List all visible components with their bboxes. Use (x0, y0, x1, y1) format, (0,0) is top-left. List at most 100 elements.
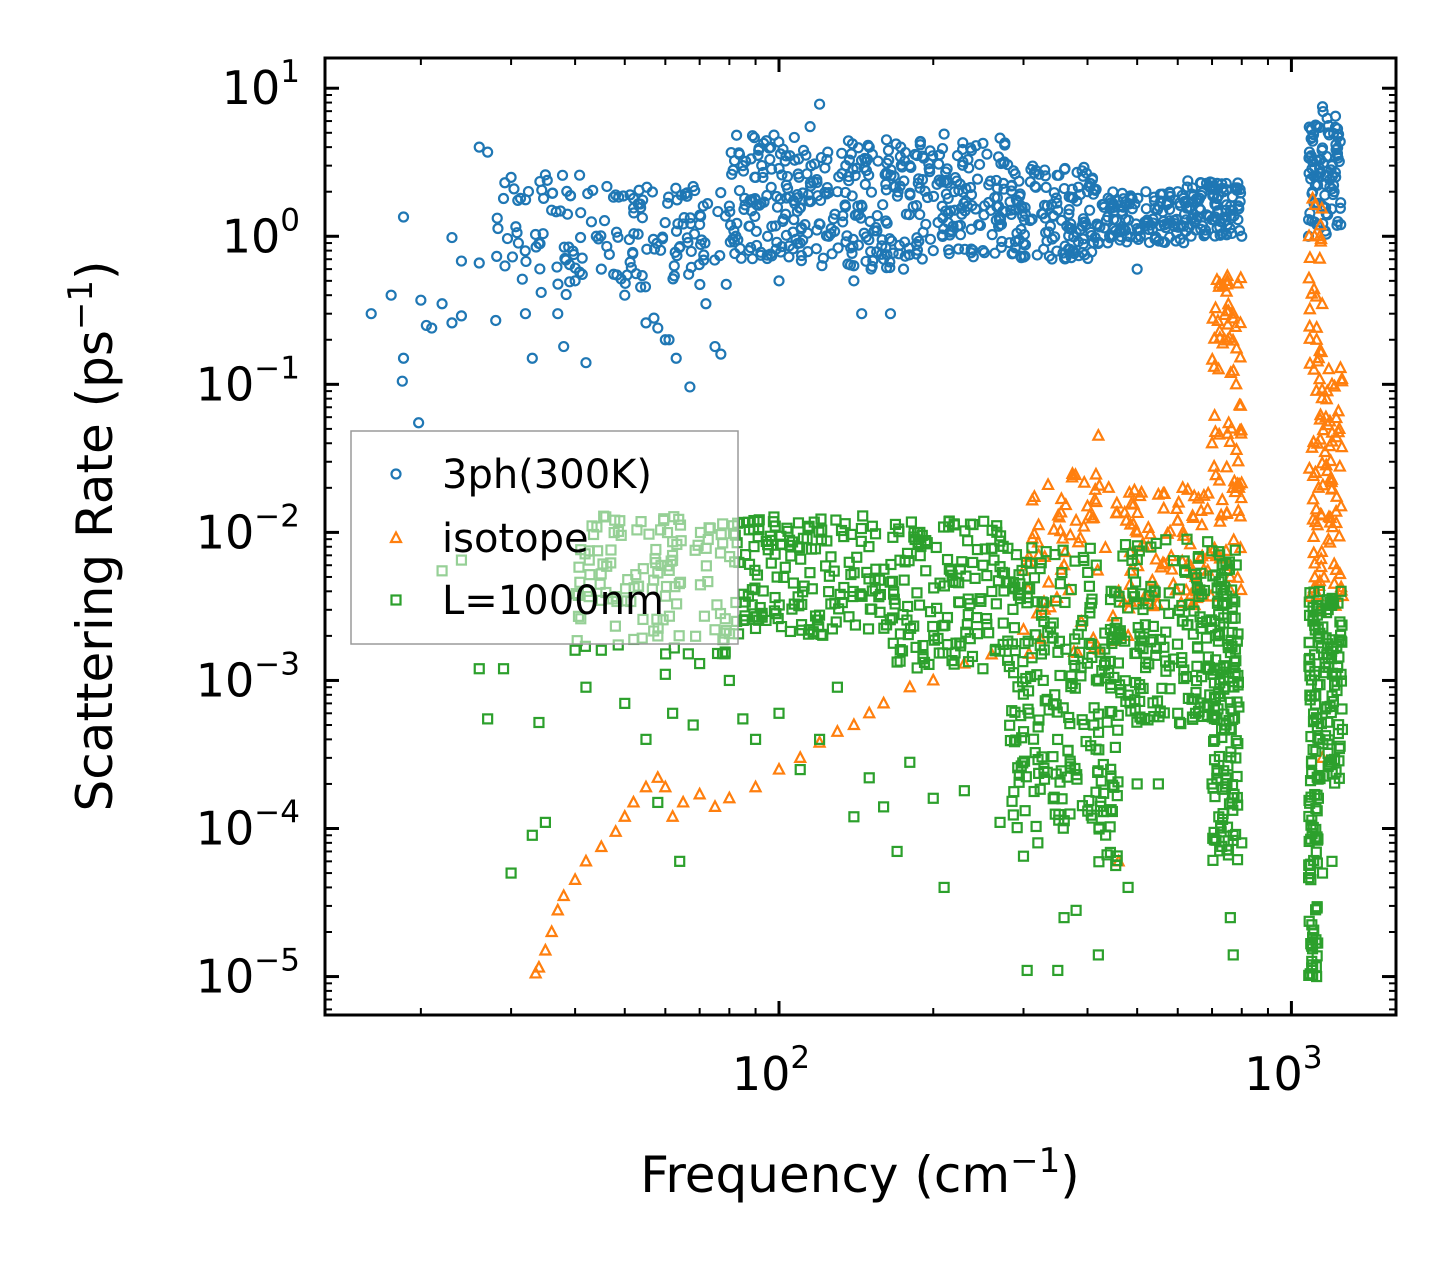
data-point (743, 245, 755, 257)
data-point (901, 547, 914, 559)
data-point (1003, 237, 1016, 249)
data-point (1127, 482, 1142, 496)
data-point (791, 188, 803, 201)
data-point (1157, 486, 1172, 500)
data-point (1022, 703, 1034, 715)
data-point (552, 278, 564, 290)
data-point (1052, 733, 1064, 746)
data-point (1054, 669, 1066, 682)
data-point (946, 655, 958, 667)
data-point (1163, 203, 1176, 216)
data-point (737, 713, 749, 725)
data-point (519, 308, 532, 320)
data-point (698, 249, 710, 261)
data-point (1021, 581, 1034, 593)
y-tick-label: 101 (222, 54, 300, 115)
data-point (737, 165, 750, 177)
data-point (1229, 612, 1241, 624)
data-point (880, 215, 892, 227)
data-point (1009, 706, 1021, 718)
data-point (1051, 245, 1063, 257)
data-point (813, 526, 825, 538)
data-point (1010, 549, 1023, 561)
data-point (539, 816, 551, 828)
data-point (694, 278, 706, 291)
data-point (894, 644, 906, 656)
data-point (1333, 634, 1345, 646)
data-point (1101, 479, 1116, 493)
data-point (1311, 901, 1323, 913)
data-point (781, 170, 794, 183)
data-point (900, 208, 913, 220)
data-point (852, 200, 864, 212)
data-point (1122, 214, 1135, 226)
data-point (1041, 477, 1055, 491)
data-point (1005, 208, 1017, 220)
data-point (779, 561, 791, 573)
data-point (1232, 628, 1244, 640)
data-point (804, 567, 816, 579)
data-point (757, 171, 769, 184)
data-point (1232, 737, 1244, 750)
data-point (903, 249, 916, 261)
data-point (1015, 710, 1027, 722)
data-point (1131, 540, 1144, 552)
data-point (958, 785, 970, 797)
data-point (1233, 349, 1248, 363)
data-point (1306, 491, 1320, 505)
data-point (1130, 524, 1144, 538)
data-point (1306, 529, 1321, 543)
data-point (1060, 643, 1072, 655)
data-point (795, 553, 807, 565)
data-point (510, 221, 522, 233)
data-point (862, 705, 877, 719)
data-point (1017, 210, 1029, 222)
data-point (1140, 186, 1152, 198)
data-point (558, 241, 570, 253)
data-point (927, 792, 939, 804)
data-point (1014, 188, 1026, 200)
data-point (1180, 225, 1192, 237)
data-point (860, 255, 872, 267)
data-point (1216, 182, 1228, 194)
data-point (1147, 697, 1159, 709)
data-point (1168, 214, 1180, 227)
data-point (1173, 583, 1185, 595)
data-point (1007, 809, 1019, 821)
data-point (905, 516, 918, 528)
data-point (1009, 645, 1021, 657)
data-point (694, 657, 706, 670)
data-point (1055, 765, 1067, 777)
data-point (981, 148, 993, 160)
data-point (962, 656, 975, 668)
data-point (728, 155, 741, 167)
data-point (497, 663, 510, 675)
data-point (674, 855, 686, 867)
data-point (1164, 187, 1176, 200)
data-point (1035, 609, 1048, 621)
data-point (866, 520, 878, 532)
data-point (473, 663, 485, 675)
data-point (1064, 808, 1076, 820)
data-point (652, 796, 664, 809)
data-point (1131, 716, 1143, 728)
data-point (749, 622, 762, 635)
data-point (1224, 722, 1236, 735)
data-point (869, 528, 882, 540)
data-point (1131, 223, 1143, 235)
data-point (1099, 627, 1111, 639)
data-point (1332, 421, 1347, 435)
data-point (1017, 850, 1030, 862)
data-point (957, 655, 972, 669)
data-point (990, 598, 1002, 610)
data-point (1319, 703, 1331, 715)
data-point (1065, 218, 1077, 230)
data-point (996, 235, 1008, 248)
data-point (595, 230, 607, 242)
data-point (989, 247, 1001, 259)
data-point (914, 550, 926, 562)
data-point (971, 543, 984, 556)
data-point (1020, 672, 1032, 685)
data-point (1131, 778, 1143, 790)
data-point (1319, 667, 1331, 679)
